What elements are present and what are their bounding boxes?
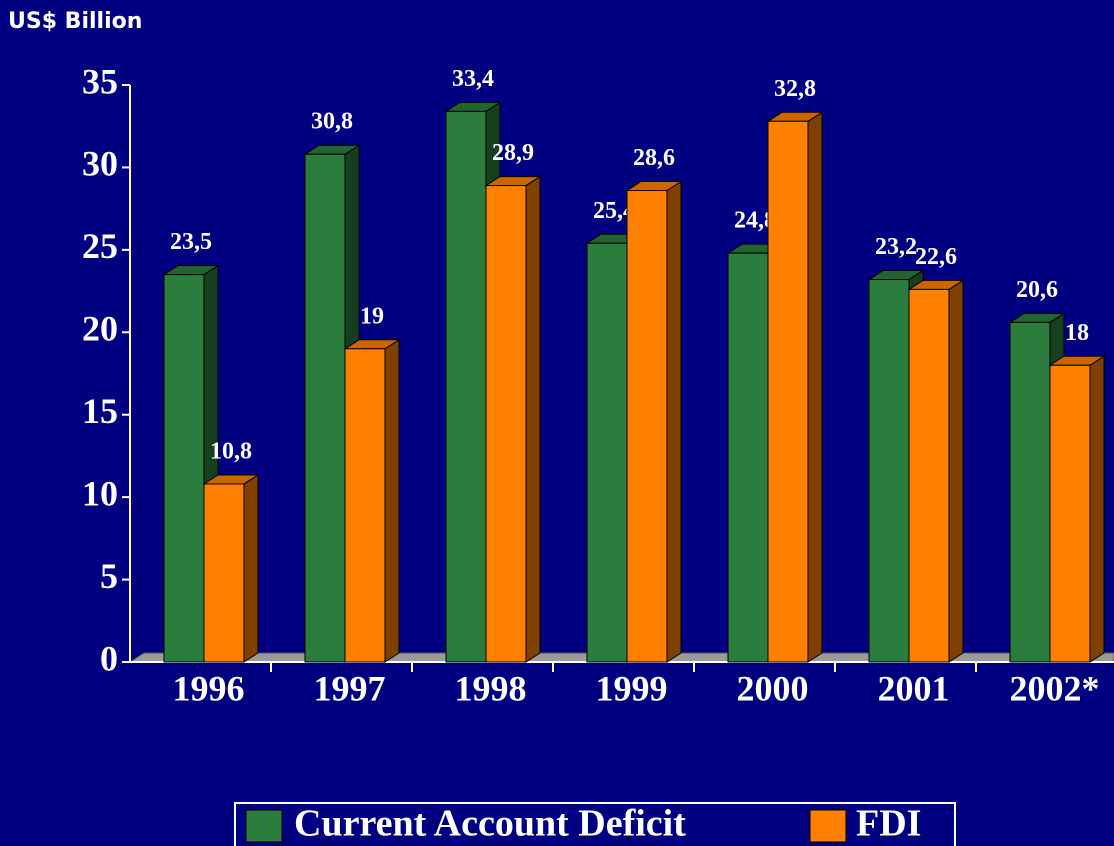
bar bbox=[1009, 321, 1051, 663]
value-label: 28,6 bbox=[633, 145, 675, 171]
value-label: 23,5 bbox=[170, 229, 212, 255]
bar bbox=[868, 279, 910, 663]
y-tick-label: 0 bbox=[100, 638, 118, 678]
x-tick-label: 2002* bbox=[1010, 668, 1100, 708]
bar-side bbox=[525, 175, 541, 663]
x-tick-label: 2000 bbox=[737, 668, 809, 708]
bar bbox=[485, 185, 527, 663]
y-tick-label: 15 bbox=[82, 391, 118, 431]
bar bbox=[908, 288, 950, 663]
bar bbox=[1049, 364, 1091, 663]
bar-side bbox=[384, 338, 400, 663]
y-tick-label: 25 bbox=[82, 226, 118, 266]
bar bbox=[445, 110, 487, 663]
x-tick-label: 1998 bbox=[455, 668, 527, 708]
bar-side bbox=[948, 279, 964, 663]
y-tick-label: 30 bbox=[82, 144, 118, 184]
legend-box bbox=[234, 802, 956, 846]
bar bbox=[163, 274, 205, 663]
x-tick-label: 1996 bbox=[173, 668, 245, 708]
value-label: 23,2 bbox=[875, 234, 917, 260]
bar-side bbox=[807, 111, 823, 663]
legend-swatch bbox=[809, 809, 847, 843]
value-label: 33,4 bbox=[452, 66, 494, 92]
y-tick-label: 20 bbox=[82, 309, 118, 349]
bar bbox=[304, 153, 346, 663]
bar bbox=[767, 120, 809, 663]
bar bbox=[626, 190, 668, 663]
bar bbox=[727, 252, 769, 663]
value-label: 20,6 bbox=[1016, 277, 1058, 303]
bar-side bbox=[1089, 355, 1105, 663]
value-label: 18 bbox=[1065, 320, 1089, 346]
value-label: 30,8 bbox=[311, 109, 353, 135]
y-tick-label: 10 bbox=[82, 473, 118, 513]
legend: Current Account Deficit FDI bbox=[234, 802, 956, 846]
bar bbox=[344, 348, 386, 663]
value-label: 19 bbox=[360, 303, 384, 329]
legend-label: FDI bbox=[856, 803, 921, 845]
bar-side bbox=[666, 180, 682, 663]
legend-label: Current Account Deficit bbox=[294, 803, 686, 845]
bar-side bbox=[243, 474, 259, 663]
x-tick-label: 1999 bbox=[596, 668, 668, 708]
bar bbox=[586, 242, 628, 663]
x-tick-label: 2001 bbox=[878, 668, 950, 708]
value-label: 32,8 bbox=[774, 76, 816, 102]
bar bbox=[203, 483, 245, 663]
y-axis-label: US$ Billion bbox=[8, 9, 142, 34]
legend-swatch bbox=[245, 809, 283, 843]
y-tick-label: 5 bbox=[100, 556, 118, 596]
x-tick-label: 1997 bbox=[314, 668, 386, 708]
value-label: 28,9 bbox=[492, 140, 534, 166]
value-label: 22,6 bbox=[915, 244, 957, 270]
value-label: 10,8 bbox=[210, 438, 252, 464]
y-tick-label: 35 bbox=[82, 61, 118, 101]
